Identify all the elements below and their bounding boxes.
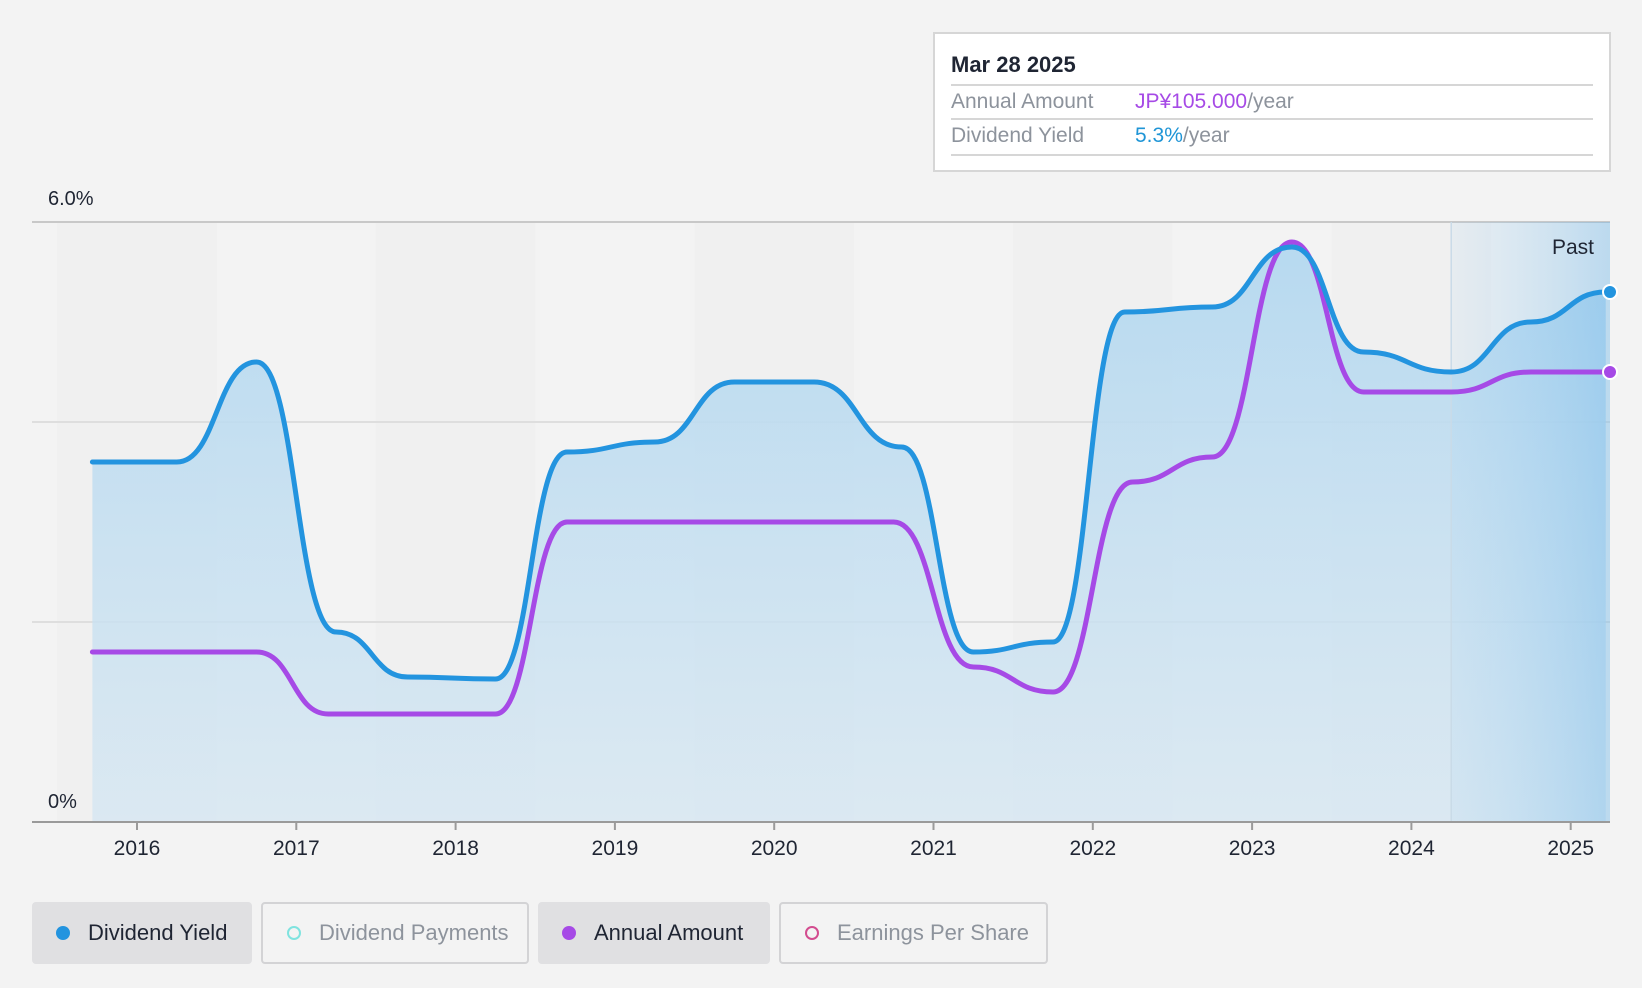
x-tick-label: 2019 <box>592 837 639 860</box>
x-tick-label: 2016 <box>114 837 161 860</box>
legend-dividend-yield[interactable]: Dividend Yield <box>32 902 252 964</box>
x-tick-label: 2022 <box>1069 837 1116 860</box>
tooltip-suffix: /year <box>1182 124 1230 147</box>
tooltip-date: Mar 28 2025 <box>951 52 1076 77</box>
tooltip-suffix: /year <box>1247 90 1294 113</box>
past-region <box>1451 222 1610 822</box>
x-tick-label: 2017 <box>273 837 320 860</box>
legend-label: Dividend Yield <box>88 920 228 945</box>
past-label: Past <box>1552 236 1594 259</box>
tooltip-row-dividend-yield: Dividend Yield 5.3%/year <box>951 118 1593 156</box>
legend-dividend-payments[interactable]: Dividend Payments <box>261 902 529 964</box>
tooltip-row-annual-amount: Annual Amount JP¥105.000/year <box>951 84 1593 120</box>
y-tick-label-min: 0% <box>48 791 77 813</box>
legend-annual-amount[interactable]: Annual Amount <box>538 902 770 964</box>
annual-amount-endpoint <box>1602 364 1618 380</box>
tooltip-label: Annual Amount <box>951 90 1094 113</box>
tooltip: Mar 28 2025 Annual Amount JP¥105.000/yea… <box>933 32 1611 172</box>
y-tick-label-max: 6.0% <box>48 188 94 210</box>
legend-label: Dividend Payments <box>319 920 509 945</box>
x-tick-label: 2020 <box>751 837 798 860</box>
legend-label: Annual Amount <box>594 920 744 945</box>
dividend-yield-line <box>89 244 1609 682</box>
annual-amount-line <box>89 239 1609 717</box>
legend-earnings-per-share[interactable]: Earnings Per Share <box>779 902 1048 964</box>
legend-label: Earnings Per Share <box>837 920 1029 945</box>
x-tick-label: 2023 <box>1229 837 1276 860</box>
tooltip-label: Dividend Yield <box>951 124 1085 147</box>
x-tick-label: 2024 <box>1388 837 1435 860</box>
x-tick-label: 2025 <box>1547 837 1594 860</box>
x-tick-label: 2018 <box>432 837 479 860</box>
x-tick-label: 2021 <box>910 837 957 860</box>
tooltip-value: JP¥105.000 <box>1135 90 1248 113</box>
earnings-per-share-dot-icon <box>805 926 819 940</box>
dividend-yield-dot-icon <box>56 926 70 940</box>
tooltip-value: 5.3% <box>1135 124 1183 147</box>
dividend-payments-dot-icon <box>287 926 301 940</box>
dividend-yield-area <box>92 247 1606 822</box>
annual-amount-dot-icon <box>562 926 576 940</box>
dividend-yield-endpoint <box>1602 284 1618 300</box>
